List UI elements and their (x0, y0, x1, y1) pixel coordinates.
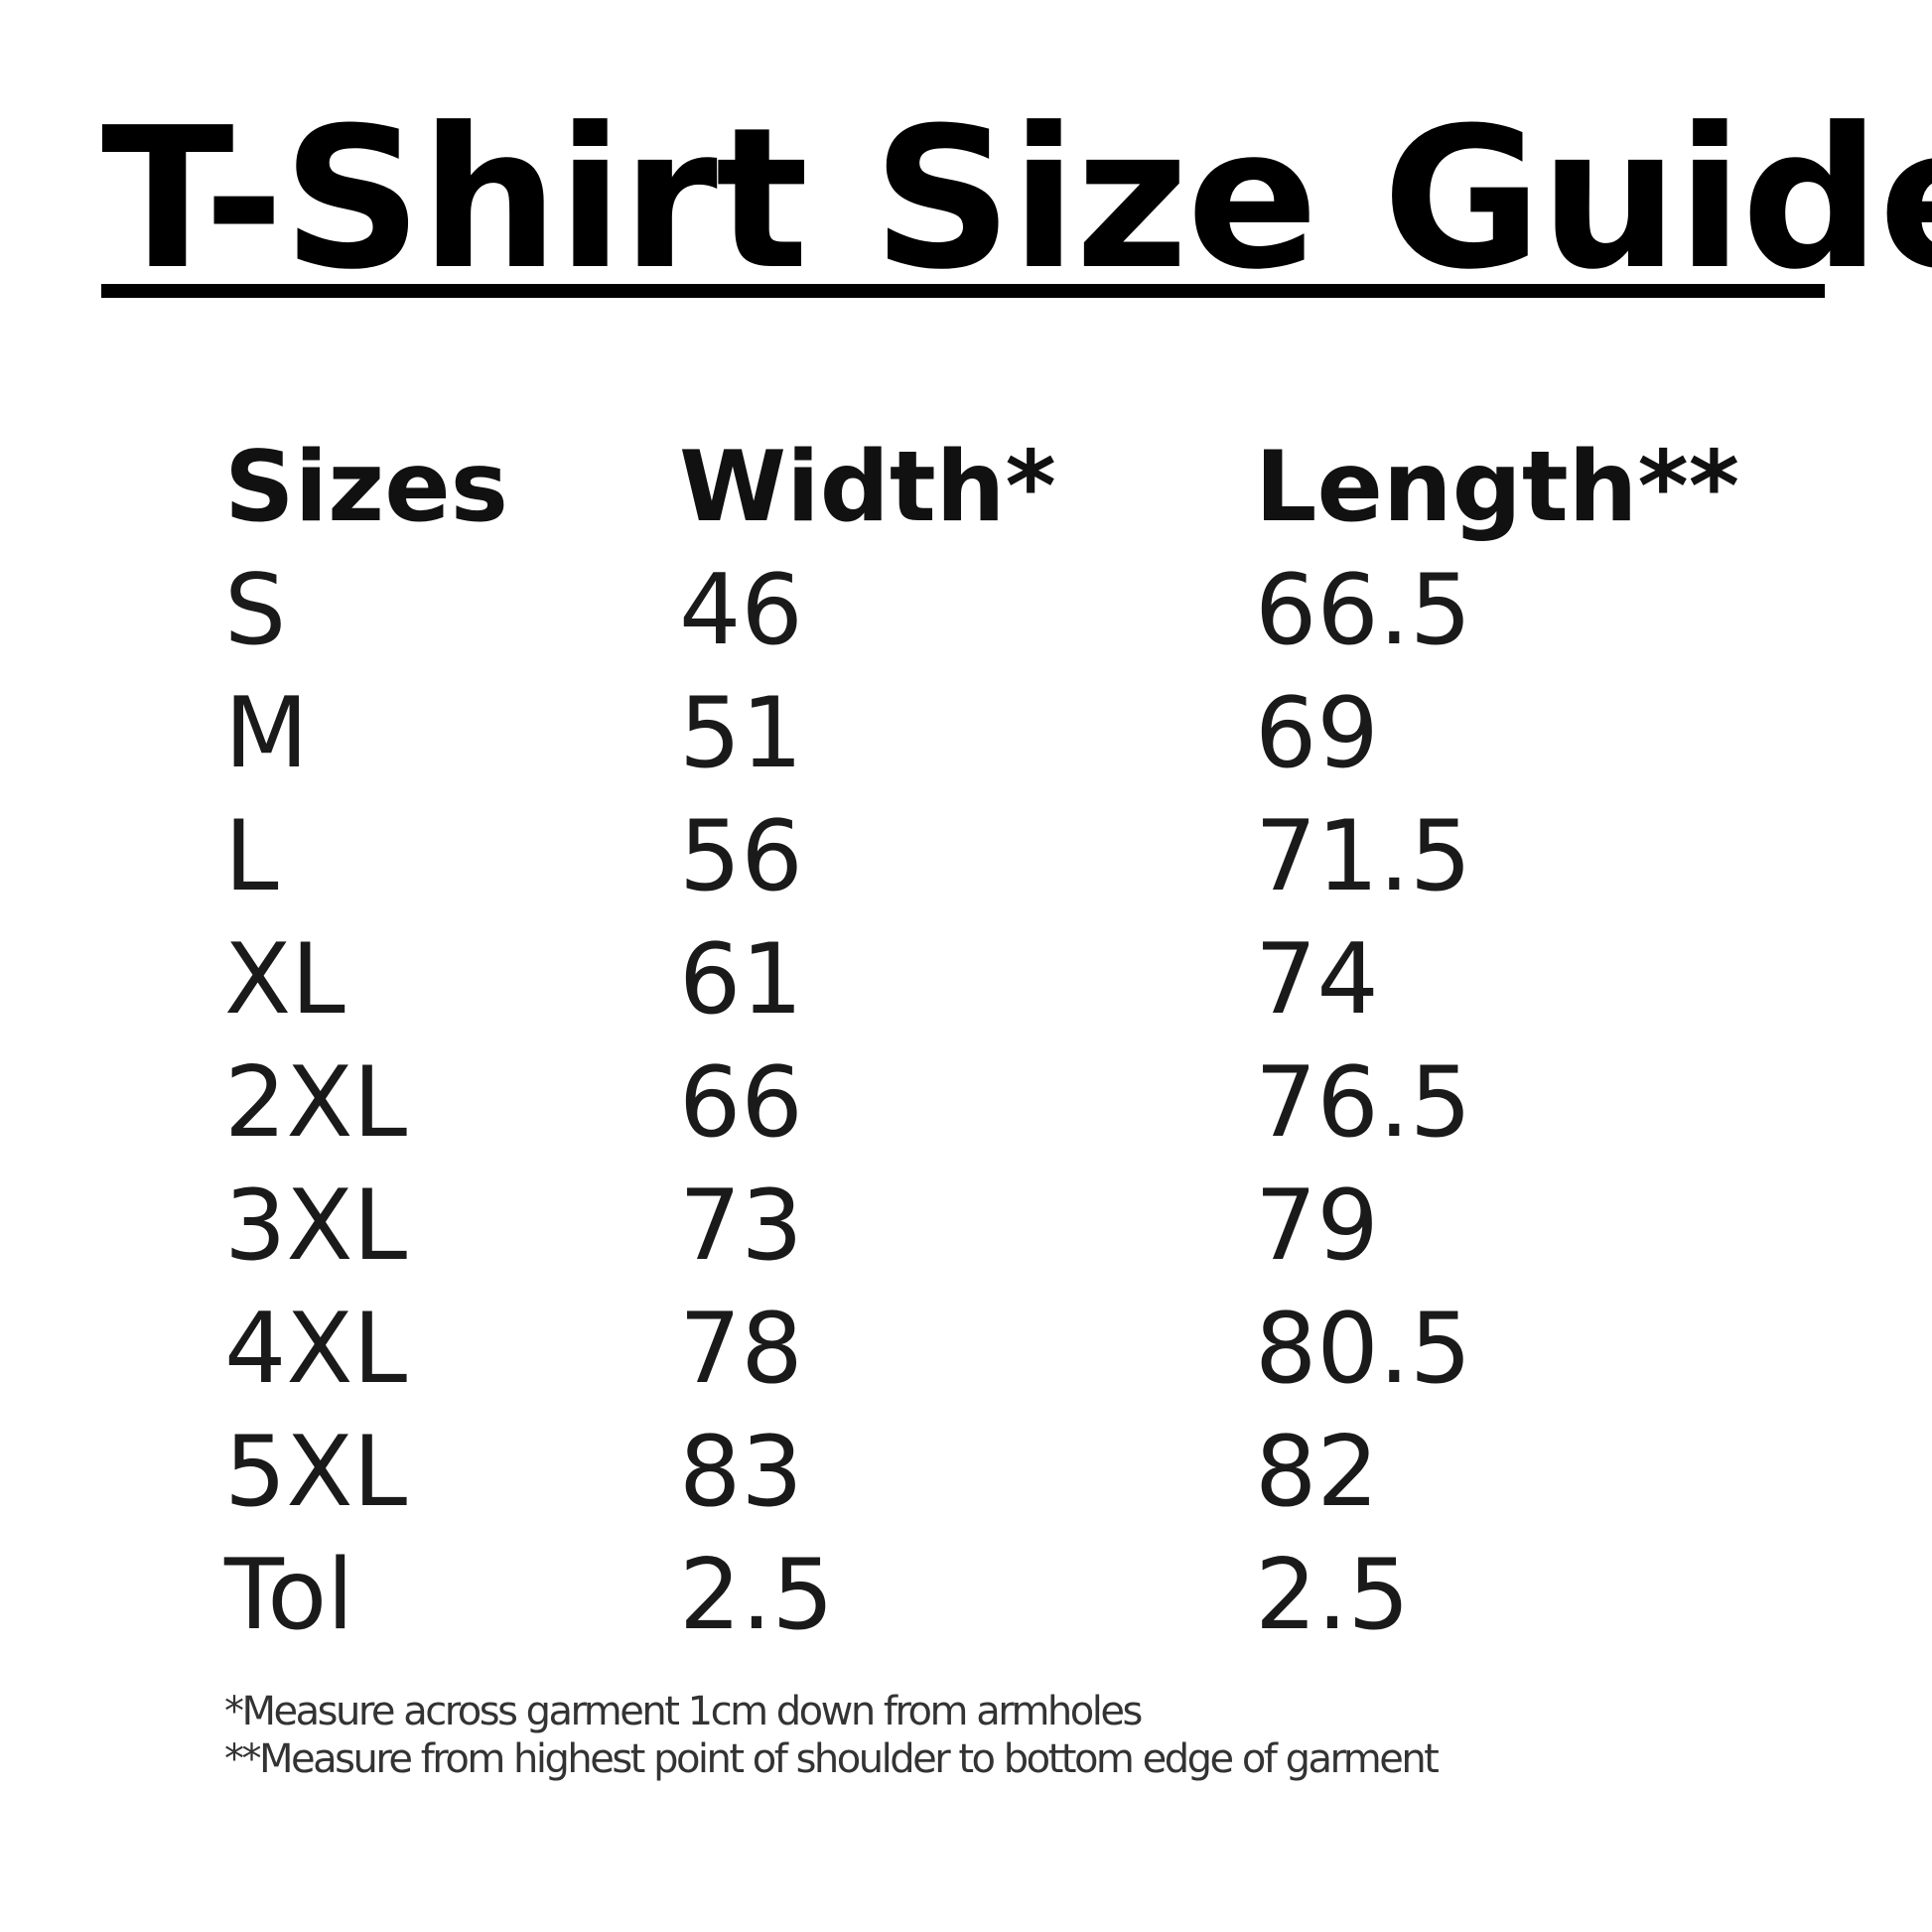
cell-size: 5XL (224, 1416, 408, 1529)
page-title: T-Shirt Size Guide (101, 86, 1932, 313)
cell-length: 66.5 (1255, 554, 1472, 667)
cell-size: 3XL (224, 1170, 408, 1283)
cell-length: 71.5 (1255, 800, 1472, 913)
cell-length: 79 (1255, 1170, 1379, 1283)
cell-size: M (224, 677, 309, 790)
cell-width: 83 (679, 1416, 803, 1529)
cell-size: 2XL (224, 1046, 408, 1160)
cell-width: 2.5 (679, 1539, 834, 1652)
cell-length: 82 (1255, 1416, 1379, 1529)
cell-length: 69 (1255, 677, 1379, 790)
cell-size: S (224, 554, 287, 667)
cell-size: Tol (224, 1539, 354, 1652)
title-underline (101, 284, 1825, 298)
cell-size: XL (224, 923, 345, 1036)
cell-length: 74 (1255, 923, 1379, 1036)
footnote-length: **Measure from highest point of shoulder… (224, 1736, 1440, 1782)
footnote-width: *Measure across garment 1cm down from ar… (224, 1689, 1143, 1734)
cell-width: 66 (679, 1046, 803, 1160)
cell-length: 76.5 (1255, 1046, 1472, 1160)
cell-length: 80.5 (1255, 1293, 1472, 1406)
cell-size: 4XL (224, 1293, 408, 1406)
cell-width: 78 (679, 1293, 803, 1406)
cell-width: 61 (679, 923, 803, 1036)
cell-width: 73 (679, 1170, 803, 1283)
cell-width: 46 (679, 554, 803, 667)
header-size: Sizes (224, 431, 509, 544)
header-length: Length** (1255, 431, 1739, 544)
cell-width: 56 (679, 800, 803, 913)
cell-width: 51 (679, 677, 803, 790)
cell-length: 2.5 (1255, 1539, 1410, 1652)
header-width: Width* (679, 431, 1056, 544)
cell-size: L (224, 800, 279, 913)
